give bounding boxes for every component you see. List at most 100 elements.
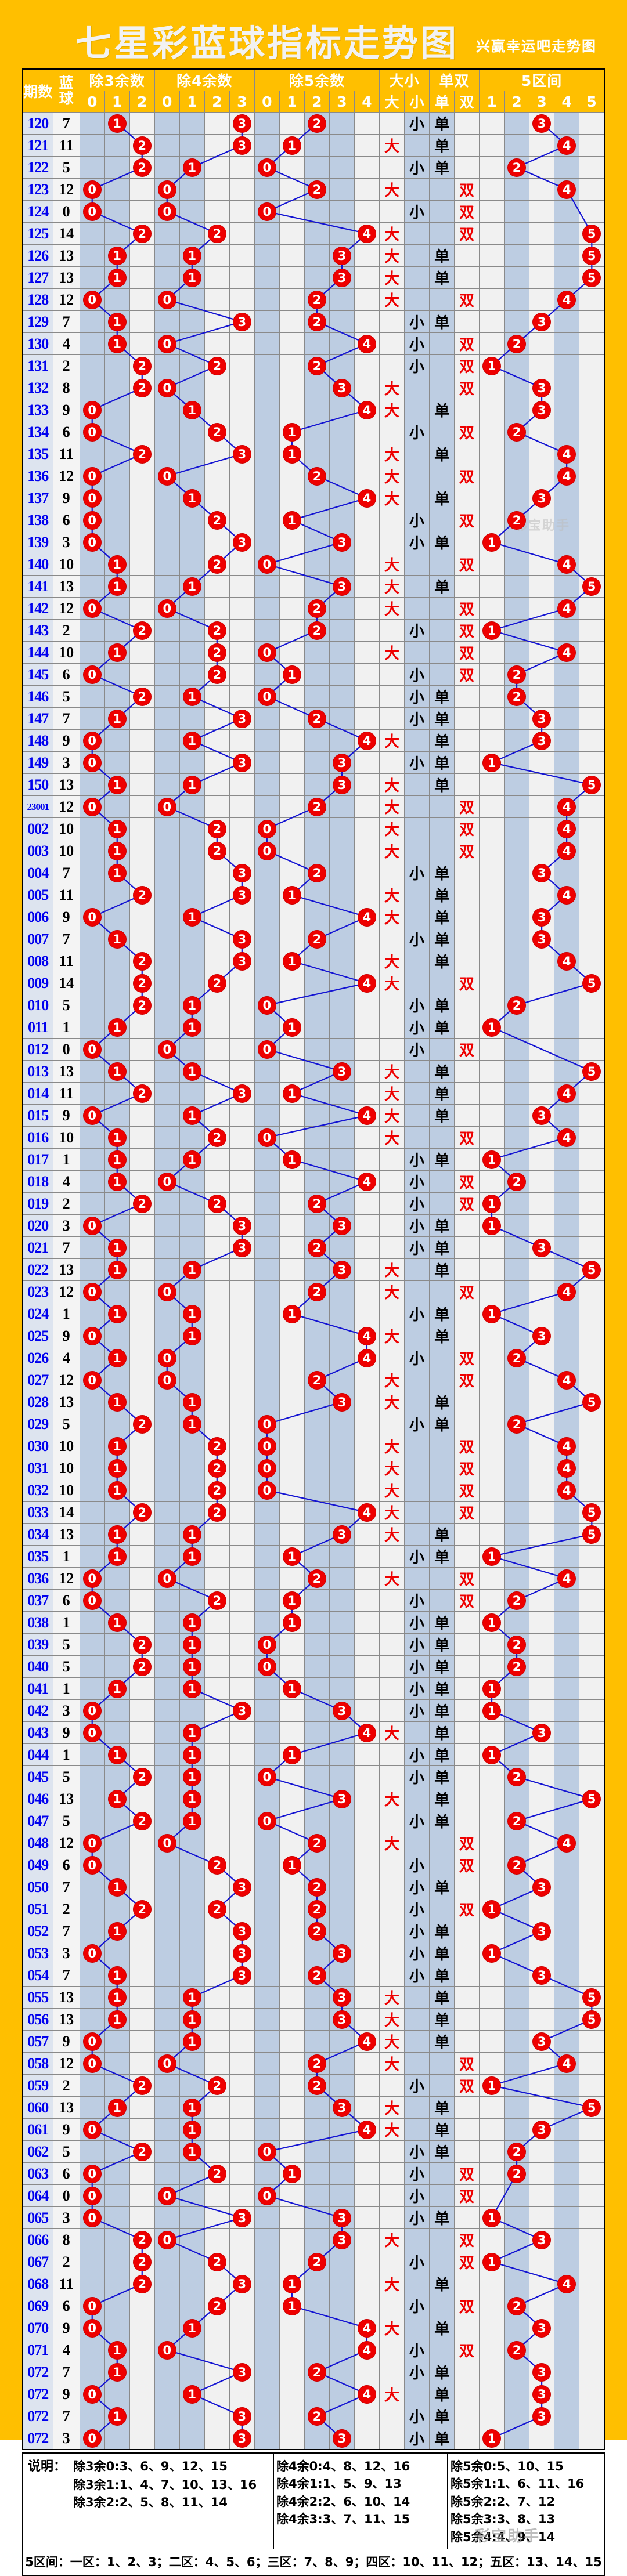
indicator-cell: 0: [154, 2184, 180, 2207]
indicator-text-cell: [429, 840, 455, 862]
value-marker: 1: [108, 577, 126, 595]
indicator-cell: 3: [529, 906, 555, 928]
indicator-cell: [154, 1898, 180, 1920]
indicator-text-cell: [454, 1523, 480, 1546]
indicator-cell: [354, 1898, 380, 1920]
indicator-cell: [279, 377, 305, 399]
indicator-cell: [254, 2008, 280, 2031]
indicator-cell: [479, 112, 505, 135]
row-period: 017: [22, 1148, 53, 1171]
indicator-text-cell: [454, 707, 480, 730]
indicator-cell: [304, 2317, 330, 2339]
value-marker: 3: [533, 1327, 551, 1345]
indicator-cell: [304, 2206, 330, 2229]
row-period: 138: [22, 509, 53, 531]
indicator-cell: [554, 1986, 580, 2009]
indicator-text-cell: 单: [429, 1148, 455, 1171]
indicator-cell: [154, 2427, 180, 2450]
indicator-cell: [229, 1567, 255, 1590]
indicator-cell: [229, 1986, 255, 2009]
indicator-cell: [129, 1545, 155, 1568]
indicator-cell: [154, 840, 180, 862]
value-marker: 2: [208, 225, 226, 243]
indicator-cell: 5: [579, 244, 605, 267]
value-marker: 1: [183, 401, 201, 419]
indicator-text-cell: 单: [429, 531, 455, 553]
indicator-cell: 3: [329, 244, 355, 267]
indicator-cell: [204, 2405, 230, 2427]
row-period: 054: [22, 1964, 53, 1987]
indicator-cell: 4: [354, 1501, 380, 1524]
indicator-cell: [229, 1148, 255, 1171]
indicator-text-cell: 大: [379, 178, 405, 201]
indicator-cell: [229, 288, 255, 311]
indicator-cell: 3: [529, 1876, 555, 1898]
indicator-cell: [129, 310, 155, 333]
value-marker: 1: [108, 2010, 126, 2028]
value-marker: 3: [233, 2209, 251, 2227]
indicator-cell: [354, 1236, 380, 1259]
indicator-cell: [154, 1920, 180, 1942]
indicator-cell: [279, 222, 305, 245]
indicator-text-cell: 大: [379, 2008, 405, 2031]
row-period: 128: [22, 288, 53, 311]
indicator-cell: 4: [354, 2383, 380, 2405]
indicator-cell: [354, 377, 380, 399]
value-marker: 2: [208, 1856, 226, 1874]
indicator-cell: [579, 1964, 605, 1987]
indicator-text-cell: 单: [429, 928, 455, 950]
indicator-text-cell: 单: [429, 1677, 455, 1700]
row-ball-value: 12: [52, 288, 80, 311]
indicator-cell: [479, 1369, 505, 1391]
indicator-text-cell: [403, 1832, 430, 1854]
indicator-text-cell: [454, 1214, 480, 1237]
indicator-cell: [354, 685, 380, 708]
indicator-text-cell: 单: [429, 2206, 455, 2229]
row-ball-value: 8: [52, 2228, 80, 2251]
indicator-cell: [204, 531, 230, 553]
indicator-cell: [579, 1942, 605, 1964]
indicator-cell: [529, 685, 555, 708]
indicator-cell: [329, 1347, 355, 1369]
indicator-cell: [154, 1633, 180, 1656]
indicator-cell: [279, 1258, 305, 1281]
indicator-cell: [154, 575, 180, 598]
indicator-cell: [154, 2140, 180, 2163]
indicator-cell: [504, 2074, 530, 2097]
value-marker: 0: [83, 798, 101, 816]
indicator-cell: [129, 112, 155, 135]
indicator-cell: 3: [229, 112, 255, 135]
indicator-cell: [329, 1589, 355, 1612]
indicator-cell: [479, 1435, 505, 1457]
indicator-text-cell: 小: [403, 1810, 430, 1832]
indicator-cell: [479, 2383, 505, 2405]
table-row: 066 8 2 0 3 大双 3: [22, 2228, 605, 2251]
value-marker: 3: [533, 908, 551, 926]
indicator-cell: [354, 443, 380, 465]
table-row: 024 1 1 1 1 小单 1: [22, 1303, 605, 1325]
value-marker: 2: [133, 136, 151, 154]
indicator-cell: [479, 729, 505, 752]
indicator-cell: [204, 1721, 230, 1744]
indicator-cell: [504, 950, 530, 972]
indicator-cell: [554, 751, 580, 774]
indicator-cell: [304, 1347, 330, 1369]
indicator-cell: 1: [479, 1545, 505, 1568]
indicator-cell: [354, 597, 380, 620]
indicator-text-cell: 大: [379, 134, 405, 157]
table-row: 028 13 1 1 3 大单 5: [22, 1391, 605, 1413]
table-row: 149 3 0 3 3 小单 1: [22, 751, 605, 774]
row-ball-value: 7: [52, 2405, 80, 2427]
indicator-text-cell: [454, 1721, 480, 1744]
indicator-text-cell: 单: [429, 751, 455, 774]
value-marker: 2: [208, 2253, 226, 2271]
row-period: 147: [22, 707, 53, 730]
indicator-cell: [279, 465, 305, 487]
value-marker: 0: [158, 1371, 176, 1389]
value-marker: 0: [258, 2187, 276, 2205]
indicator-text-cell: 双: [454, 509, 480, 531]
indicator-text-cell: [454, 1060, 480, 1083]
indicator-cell: [254, 2228, 280, 2251]
indicator-cell: [579, 465, 605, 487]
row-period: 041: [22, 1677, 53, 1700]
